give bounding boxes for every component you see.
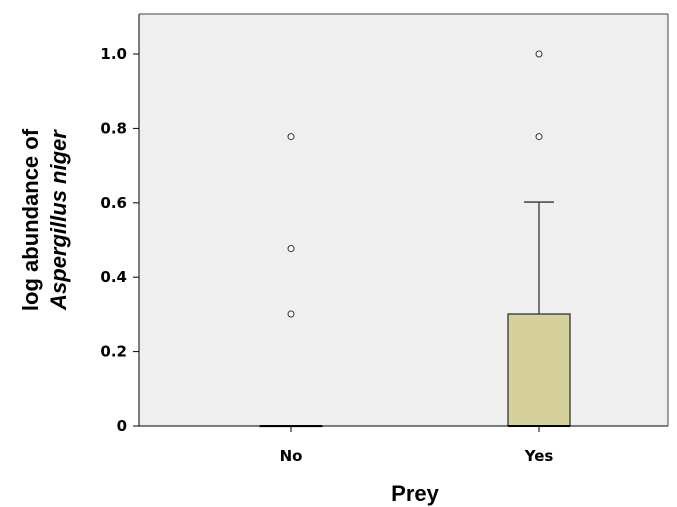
- box-yes: [507, 50, 571, 427]
- x-tick-label: No: [280, 447, 303, 465]
- outlier-point: [287, 245, 295, 253]
- y-tick-label: 0.2: [100, 343, 127, 361]
- outlier-point: [287, 310, 295, 318]
- y-tick-label: 0: [117, 417, 127, 435]
- iqr-box: [507, 313, 571, 427]
- outlier-point: [535, 133, 543, 141]
- y-axis-title-line1: log abundance of: [18, 128, 43, 311]
- plot-background: [139, 14, 668, 426]
- y-tick-label: 0.6: [100, 194, 127, 212]
- y-tick-label: 1.0: [100, 45, 127, 63]
- x-axis-title: Prey: [391, 481, 439, 506]
- y-axis-title-line2: Aspergillus niger: [46, 129, 71, 311]
- outlier-point: [287, 133, 295, 141]
- outlier-point: [535, 50, 543, 58]
- y-tick-label: 0.8: [100, 119, 127, 137]
- y-tick-label: 0.4: [100, 268, 127, 286]
- x-tick-label: Yes: [524, 447, 554, 465]
